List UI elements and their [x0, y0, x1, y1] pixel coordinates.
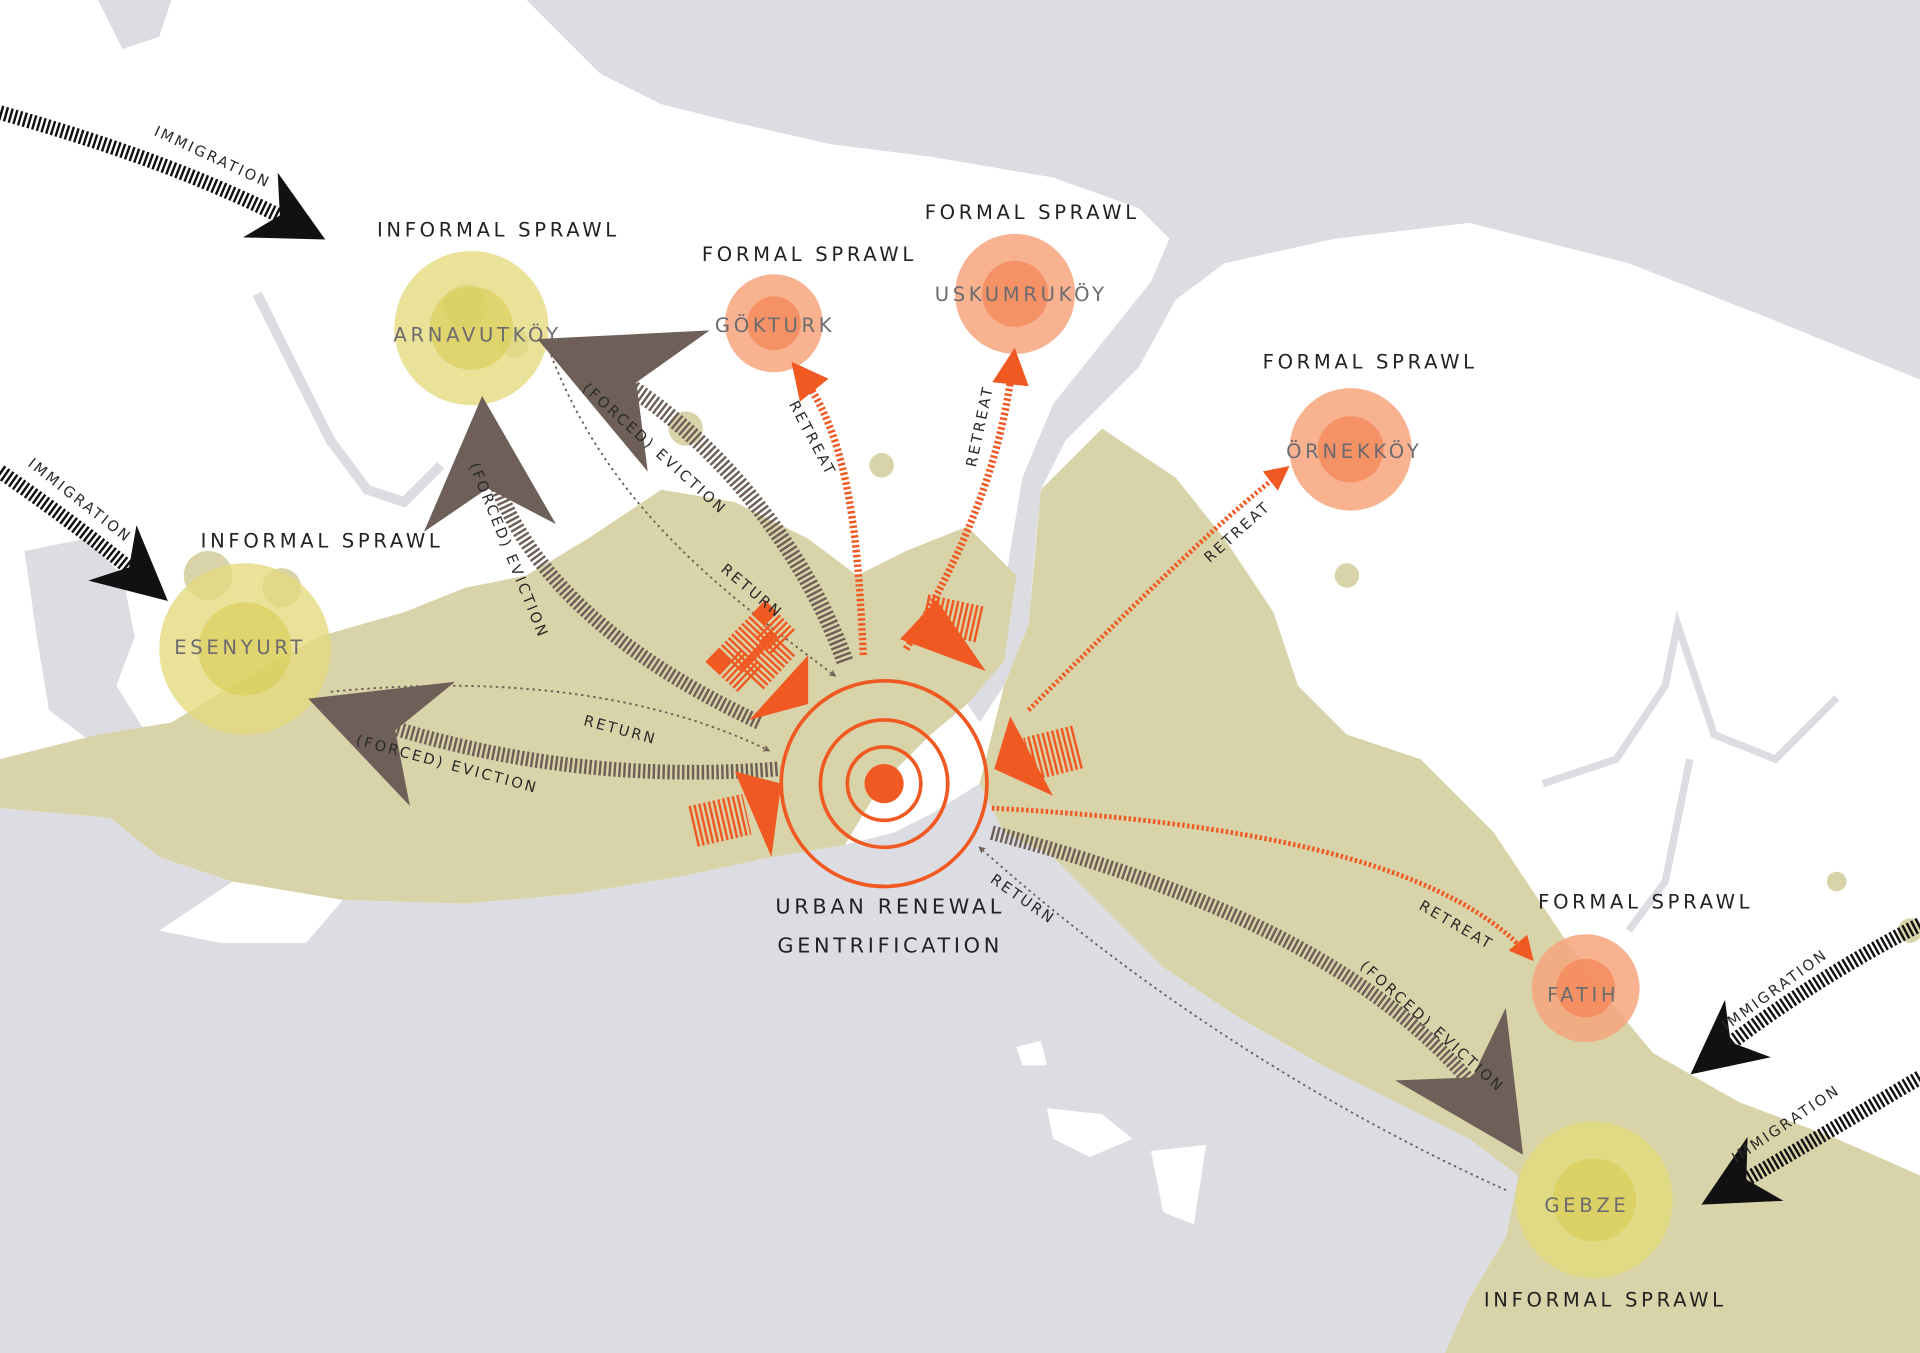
- node-arnavutkoy[interactable]: INFORMAL SPRAWL ARNAVUTKÖY: [377, 218, 620, 406]
- node-name-label: FATIH: [1547, 984, 1619, 1007]
- urban-renewal-center[interactable]: URBAN RENEWAL GENTRIFICATION: [775, 678, 1005, 958]
- node-name-label: ESENYURT: [174, 636, 306, 659]
- reservoir-north: [252, 291, 445, 508]
- node-fatih[interactable]: FORMAL SPRAWL FATIH: [1531, 891, 1753, 1042]
- node-type-label: INFORMAL SPRAWL: [1484, 1288, 1727, 1311]
- node-type-label: FORMAL SPRAWL: [1538, 891, 1753, 914]
- island-princes: [1016, 1040, 1207, 1225]
- pressure-arrow-n: [900, 594, 986, 671]
- node-gokturk[interactable]: FORMAL SPRAWL GÖKTURK: [702, 243, 917, 373]
- node-esenyurt[interactable]: INFORMAL SPRAWL ESENYURT: [159, 529, 444, 735]
- pressure-arrow-sw: [688, 771, 782, 858]
- node-type-label: INFORMAL SPRAWL: [201, 529, 444, 552]
- eviction-arrow-esenyurt: [308, 681, 779, 807]
- retreat-arrows: [791, 347, 1534, 962]
- immigration-arrow-e2: [1701, 1071, 1920, 1205]
- node-type-label: FORMAL SPRAWL: [702, 243, 917, 266]
- node-type-label: FORMAL SPRAWL: [1263, 351, 1478, 374]
- node-uskumrukoy[interactable]: FORMAL SPRAWL USKUMRUKÖY: [925, 201, 1140, 354]
- pressure-arrow-nw: [705, 600, 809, 720]
- center-label-line1: URBAN RENEWAL: [775, 894, 1005, 918]
- immigration-arrow-w: [0, 465, 168, 602]
- node-ornekkoy[interactable]: FORMAL SPRAWL ÖRNEKKÖY: [1263, 351, 1478, 511]
- node-name-label: GEBZE: [1544, 1194, 1629, 1217]
- node-name-label: ARNAVUTKÖY: [393, 324, 561, 347]
- eviction-arrow-arnavutkoy-2: [423, 396, 763, 730]
- retreat-arrow-ornekkoy: [1026, 465, 1290, 712]
- eviction-arrows: [308, 330, 1524, 1155]
- immigration-arrows: [0, 105, 1920, 1205]
- black-sea: [526, 0, 1920, 723]
- pressure-arrows: [688, 594, 1083, 858]
- center-label-line2: GENTRIFICATION: [777, 934, 1003, 958]
- immigration-arrow-nw: [0, 105, 326, 240]
- node-name-label: GÖKTURK: [715, 314, 835, 337]
- node-name-label: ÖRNEKKÖY: [1286, 440, 1422, 463]
- retreat-arrow-gokturk: [791, 361, 867, 656]
- node-name-label: USKUMRUKÖY: [935, 283, 1108, 306]
- immigration-arrow-e1: [1690, 917, 1920, 1075]
- eviction-arrow-gebze: [989, 825, 1524, 1155]
- return-arrow-3: [978, 846, 1507, 1191]
- eviction-arrow-arnavutkoy: [537, 330, 853, 665]
- pressure-arrow-e: [994, 716, 1083, 796]
- reservoir-east: [1541, 610, 1840, 933]
- node-gebze[interactable]: INFORMAL SPRAWL GEBZE: [1484, 1121, 1727, 1312]
- return-arrows: [330, 354, 1507, 1191]
- node-type-label: FORMAL SPRAWL: [925, 201, 1140, 224]
- return-arrow-1: [550, 354, 837, 677]
- sea-island-top: [97, 0, 172, 49]
- node-type-label: INFORMAL SPRAWL: [377, 218, 620, 241]
- sea-of-marmara: [0, 783, 1519, 1353]
